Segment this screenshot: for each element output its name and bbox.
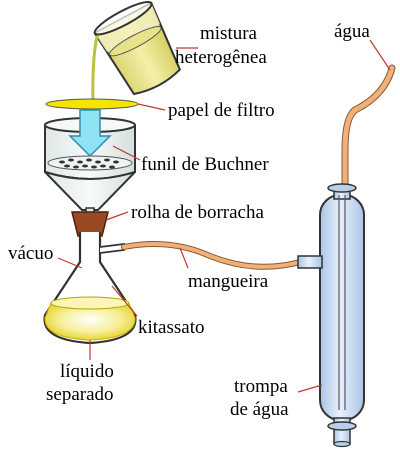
label-rubber-stopper: rolha de borracha (131, 202, 264, 223)
leader-filter-paper (137, 103, 166, 111)
pour-stream (91, 35, 99, 106)
buchner-funnel (44, 117, 136, 211)
kitasato-flask (43, 232, 137, 345)
label-aspirator-line1: trompa (234, 376, 288, 397)
water-aspirator (297, 183, 365, 448)
label-liquid-line2: separado (46, 384, 114, 405)
leader-lines (57, 39, 391, 393)
label-hose: mangueira (188, 271, 269, 292)
label-mixture-line1: mistura (200, 23, 258, 44)
leader-water (369, 39, 391, 71)
label-aspirator-line2: de água (230, 399, 289, 420)
leader-buchner (112, 145, 141, 161)
leader-hose (179, 247, 189, 269)
label-mixture-line2: heterogênea (175, 47, 267, 68)
label-kitasato: kitassato (138, 317, 205, 338)
rubber-stopper (71, 211, 109, 237)
leader-stopper (105, 211, 129, 221)
mixture-beaker (93, 0, 182, 96)
label-vacuum: vácuo (8, 243, 53, 264)
label-filter-paper: papel de filtro (168, 100, 275, 121)
label-water: água (334, 21, 370, 42)
label-liquid-line1: líquido (60, 361, 114, 382)
filter-paper (45, 98, 139, 110)
flow-arrow (68, 109, 112, 158)
leader-vacuum (57, 257, 83, 269)
label-buchner-funnel: funil de Buchner (141, 154, 269, 175)
leader-aspirator (297, 384, 323, 393)
leader-kitasato (111, 285, 138, 317)
